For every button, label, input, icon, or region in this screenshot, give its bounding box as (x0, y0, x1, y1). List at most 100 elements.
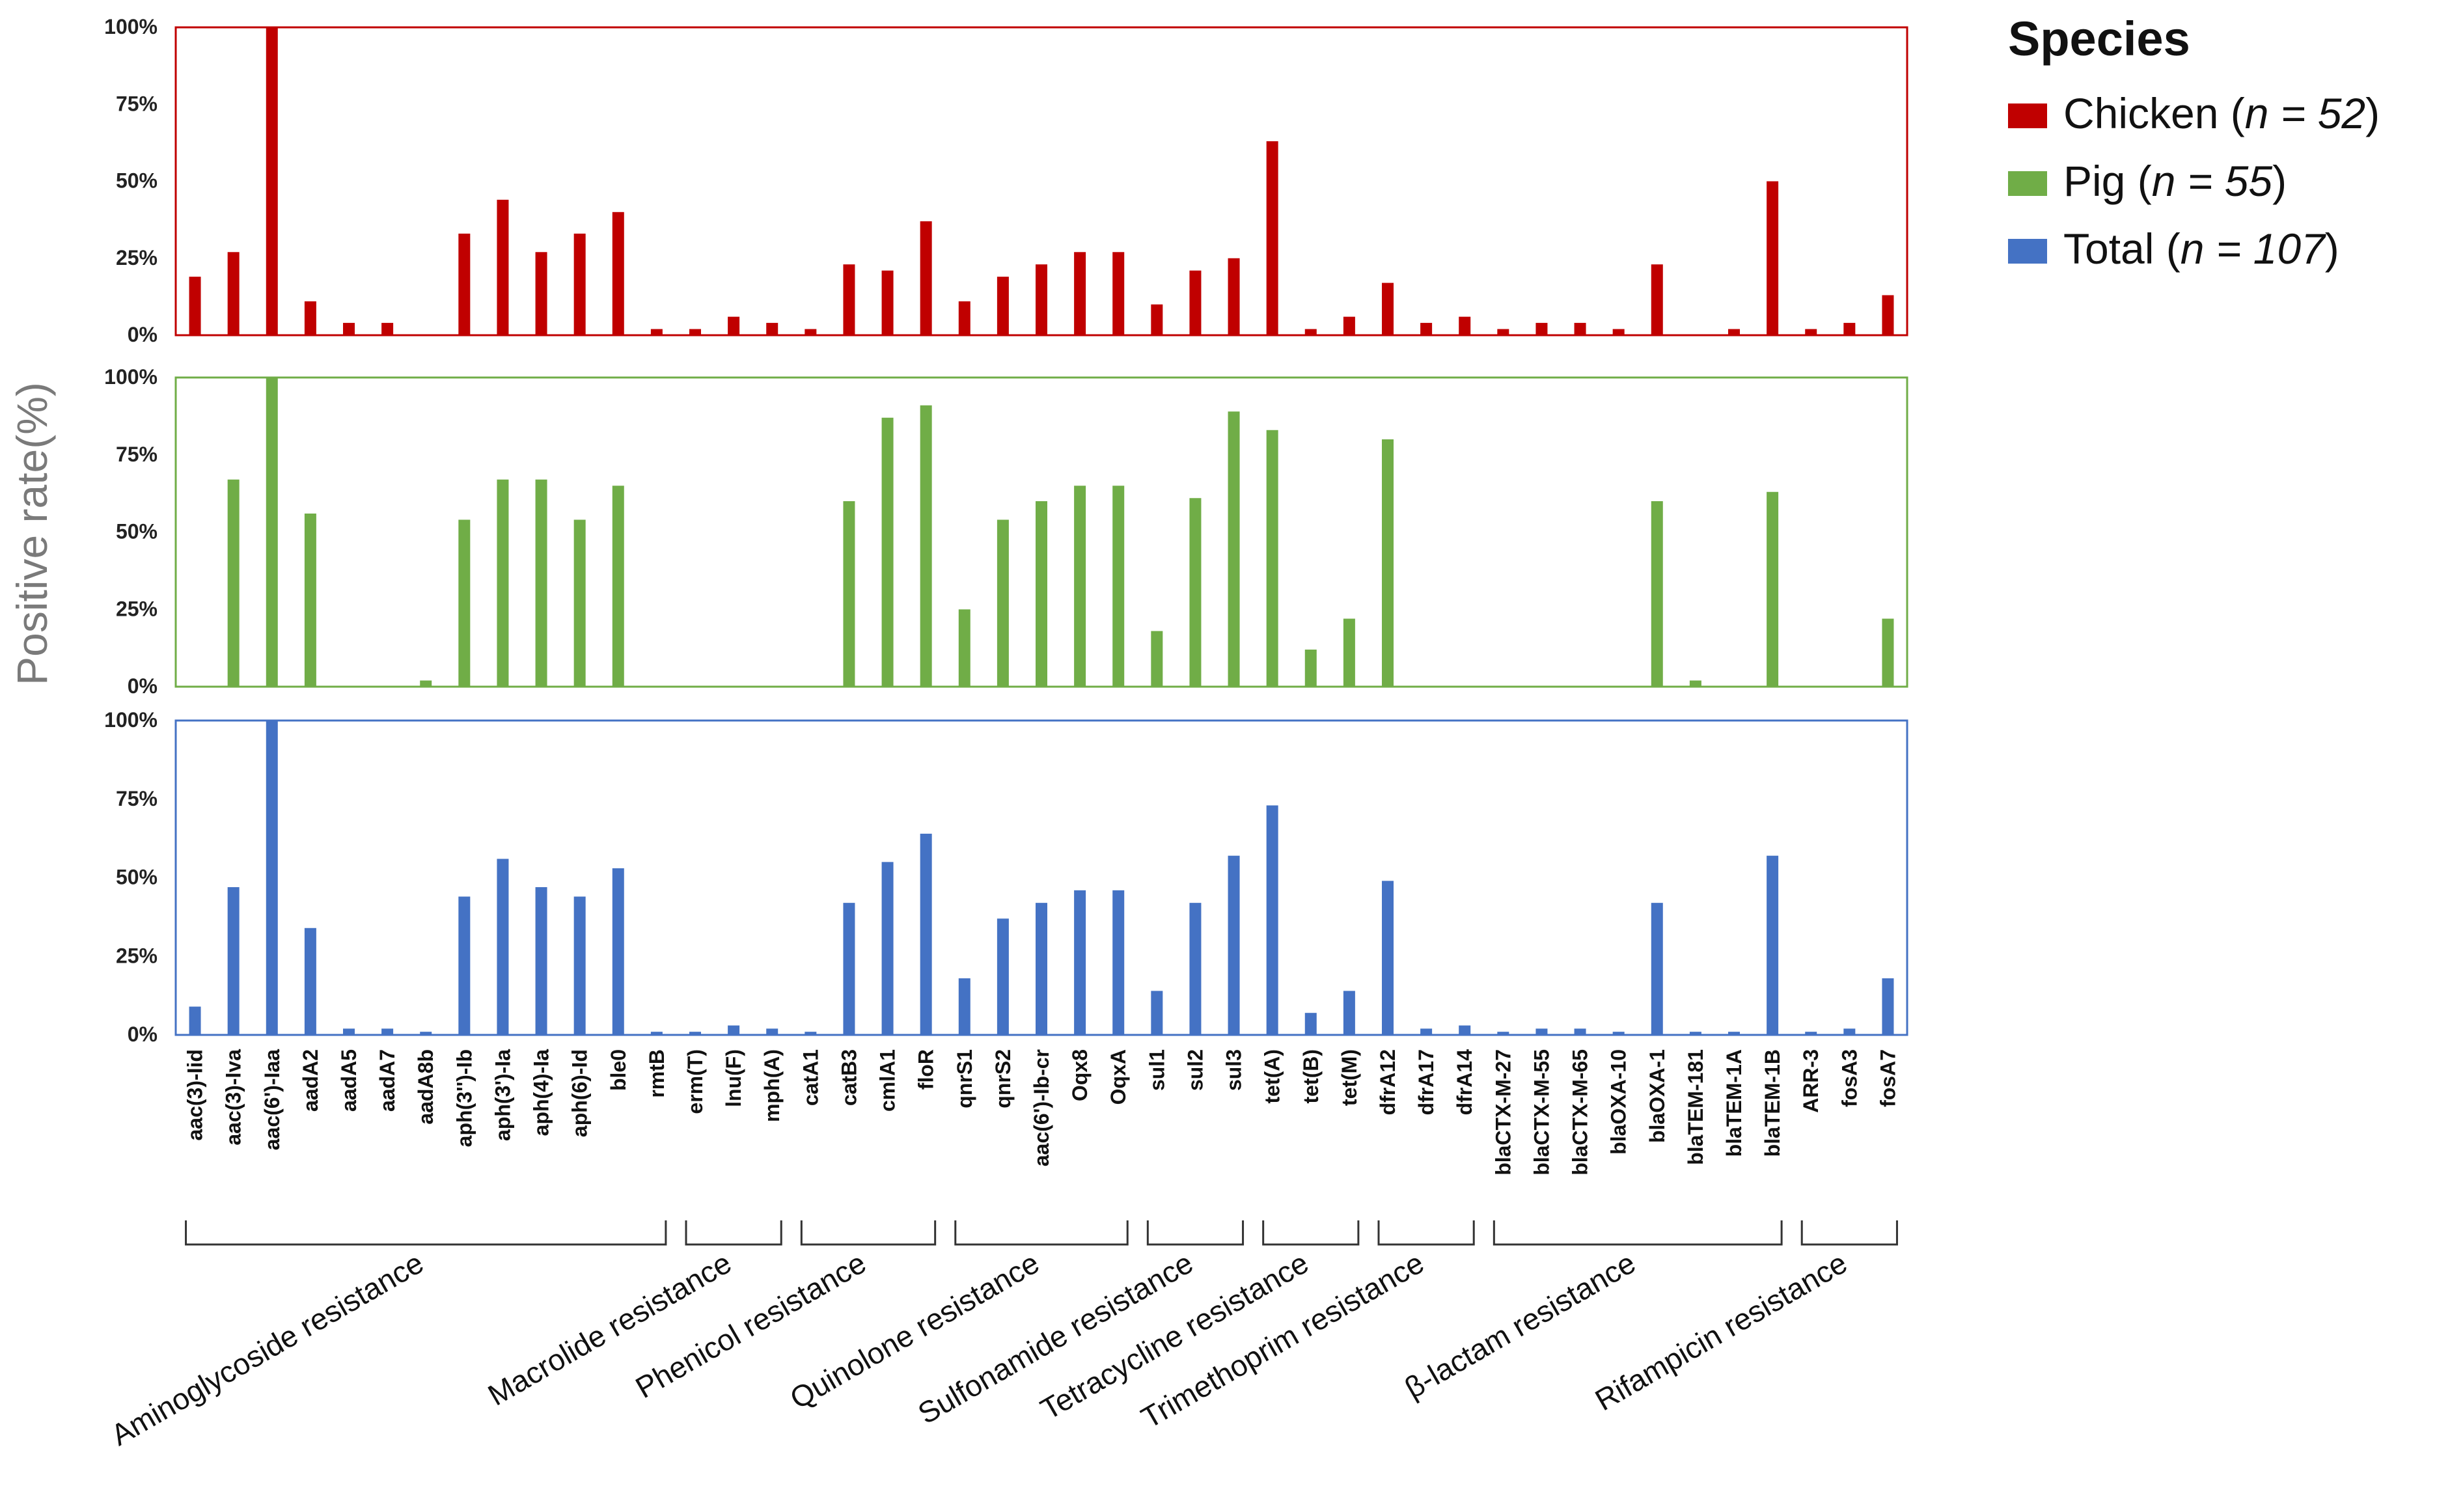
bar-pig-19 (920, 405, 932, 687)
bar-total-8 (497, 859, 509, 1035)
bar-total-22 (1036, 903, 1047, 1035)
legend-swatch-chicken (2008, 103, 2047, 128)
bar-total-27 (1228, 855, 1240, 1035)
bar-pig-20 (958, 609, 970, 687)
gene-label: fosA7 (1876, 1049, 1899, 1107)
bar-pig-26 (1189, 498, 1202, 687)
y-tick-label: 75% (116, 443, 158, 466)
bar-chicken-8 (497, 199, 509, 335)
bar-total-20 (958, 978, 970, 1035)
gene-label: aac(6')-Iaa (260, 1049, 284, 1150)
bar-chicken-37 (1612, 329, 1625, 335)
bar-chicken-28 (1266, 141, 1278, 335)
gene-label: aadA5 (337, 1049, 361, 1112)
bar-chicken-15 (766, 323, 778, 335)
group-bracket (685, 1220, 782, 1246)
bar-chicken-2 (266, 27, 278, 335)
bar-pig-30 (1343, 618, 1355, 687)
gene-label: dfrA17 (1414, 1049, 1438, 1115)
bar-chicken-20 (958, 301, 970, 335)
bar-chicken-3 (304, 301, 316, 335)
bar-chicken-24 (1112, 252, 1125, 335)
gene-label: aac(3)-Iva (222, 1049, 245, 1146)
bar-chicken-4 (343, 323, 355, 335)
bar-total-11 (612, 868, 624, 1035)
bar-chicken-21 (997, 277, 1009, 335)
bar-chicken-44 (1882, 295, 1894, 335)
bar-total-23 (1074, 890, 1086, 1035)
bar-chicken-13 (689, 329, 701, 335)
bar-chicken-7 (458, 233, 471, 335)
group-label: Aminoglycoside resistance (105, 1246, 430, 1452)
gene-label: blaCTX-M-27 (1491, 1049, 1515, 1175)
y-tick-label: 100% (104, 708, 158, 732)
y-tick-label: 50% (116, 866, 158, 889)
bar-chicken-34 (1497, 329, 1509, 335)
bar-chicken-18 (881, 270, 894, 335)
bar-pig-9 (535, 479, 547, 687)
y-tick-label: 100% (104, 15, 158, 38)
bar-total-36 (1574, 1028, 1586, 1035)
gene-label: tet(M) (1338, 1049, 1361, 1106)
bar-total-38 (1651, 903, 1663, 1035)
group-bracket (1800, 1220, 1898, 1246)
bar-total-1 (227, 887, 240, 1035)
group-bracket (1146, 1220, 1245, 1246)
bar-total-28 (1266, 805, 1278, 1035)
gene-label: blaOXA-1 (1645, 1049, 1669, 1143)
bar-chicken-27 (1228, 258, 1240, 335)
y-axis-label: Positive rate(%) (8, 382, 56, 685)
legend-entry-total: Total (n = 107) (2063, 225, 2339, 273)
bar-total-2 (266, 721, 278, 1035)
gene-label: aph(3')-Ia (491, 1049, 514, 1141)
bar-total-6 (420, 1032, 432, 1035)
bar-pig-39 (1689, 680, 1701, 687)
gene-label: blaTEM-181 (1684, 1049, 1707, 1165)
bar-chicken-30 (1343, 316, 1355, 335)
gene-label: dfrA14 (1453, 1049, 1476, 1116)
y-tick-label: 25% (116, 944, 158, 967)
gene-label: sul1 (1145, 1049, 1168, 1091)
y-tick-label: 75% (116, 92, 158, 115)
gene-label: cmlA1 (876, 1049, 900, 1112)
bar-total-30 (1343, 991, 1355, 1035)
bar-total-25 (1151, 991, 1163, 1035)
y-tick-label: 25% (116, 246, 158, 269)
bar-pig-28 (1266, 430, 1278, 687)
bar-pig-41 (1767, 491, 1779, 687)
bar-total-43 (1843, 1028, 1856, 1035)
bar-total-16 (805, 1032, 817, 1035)
bar-pig-11 (612, 486, 624, 687)
bar-chicken-11 (612, 212, 624, 335)
gene-label: lnu(F) (722, 1049, 745, 1107)
gene-label: Oqx8 (1068, 1049, 1092, 1101)
gene-label: ble0 (607, 1049, 630, 1091)
bar-chicken-1 (227, 252, 240, 335)
legend-swatch-pig (2008, 171, 2047, 196)
group-bracket (185, 1220, 667, 1246)
bar-total-10 (573, 896, 586, 1035)
bar-total-7 (458, 896, 471, 1035)
gene-label: aph(4)-Ia (530, 1049, 553, 1136)
bar-total-5 (381, 1028, 394, 1035)
bar-pig-27 (1228, 411, 1240, 687)
bar-pig-21 (997, 519, 1009, 687)
bar-total-24 (1112, 890, 1125, 1035)
gene-label: sul2 (1183, 1049, 1207, 1091)
gene-label: blaCTX-M-55 (1530, 1049, 1553, 1175)
bar-total-9 (535, 887, 547, 1035)
gene-label: catA1 (799, 1049, 822, 1106)
bar-pig-10 (573, 519, 586, 687)
bar-total-19 (920, 833, 932, 1035)
group-bracket (1377, 1220, 1475, 1246)
bar-pig-23 (1074, 486, 1086, 687)
bar-chicken-32 (1420, 323, 1433, 335)
bar-chicken-0 (189, 277, 201, 335)
bar-total-12 (650, 1032, 663, 1035)
gene-label: qnrS1 (953, 1049, 976, 1108)
bar-pig-38 (1651, 501, 1663, 687)
y-tick-label: 50% (116, 520, 158, 543)
panel-total: 0% 25% 50% 75% 100% (104, 708, 1908, 1046)
bar-chicken-40 (1728, 329, 1740, 335)
